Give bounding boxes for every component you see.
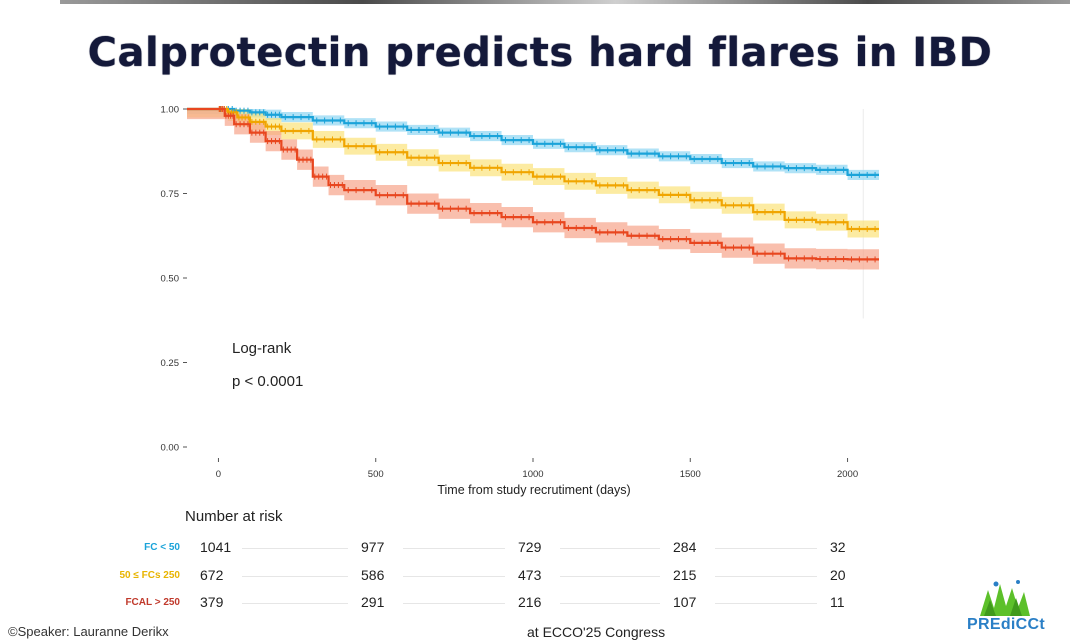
risk-table-heading: Number at risk [185, 508, 283, 525]
risk-connector [242, 603, 348, 604]
km-chart: Time from study recrutiment (days) Log-r… [161, 105, 879, 498]
chart-text-layer: Time from study recrutiment (days) Log-r… [161, 105, 859, 498]
risk-row: FC < 50 1041 977 729 284 32 [0, 539, 900, 559]
x-tick-label: 0 [216, 469, 221, 480]
risk-connector [403, 603, 505, 604]
speaker-credit: ©Speaker: Lauranne Derikx [8, 624, 169, 639]
axes-layer [183, 108, 864, 462]
x-axis-label: Time from study recrutiment (days) [437, 483, 630, 497]
risk-value: 107 [673, 594, 697, 610]
risk-value: 379 [200, 594, 224, 610]
survival-line-series-2 [187, 107, 879, 261]
risk-row-label: FCAL > 250 [125, 597, 180, 608]
censor-marks-series-2 [218, 106, 876, 263]
risk-value: 586 [361, 567, 385, 583]
x-tick-label: 1000 [522, 469, 543, 480]
risk-value: 215 [673, 567, 697, 583]
survival-line-series-1 [187, 107, 879, 231]
risk-value: 977 [361, 539, 385, 555]
predicct-logo: PREdiCCt [960, 578, 1052, 638]
ci-bands-layer [187, 109, 879, 270]
logo-grass-icon [980, 580, 1030, 616]
x-tick-label: 1500 [680, 469, 701, 480]
risk-row: FCAL > 250 379 291 216 107 11 [0, 594, 900, 614]
ci-band-series-2 [187, 109, 879, 270]
logrank-title: Log-rank [232, 340, 292, 357]
risk-value: 284 [673, 539, 697, 555]
logrank-pvalue: p < 0.0001 [232, 373, 303, 390]
survival-line-series-0 [187, 107, 879, 177]
risk-connector [242, 548, 348, 549]
y-tick-label: 0.00 [161, 443, 180, 454]
y-tick-label: 0.75 [161, 189, 180, 200]
y-tick-label: 0.50 [161, 274, 180, 285]
risk-connector [560, 576, 660, 577]
risk-connector [242, 576, 348, 577]
risk-row-label: FC < 50 [144, 542, 180, 553]
risk-row-label: 50 ≤ FCs 250 [119, 570, 180, 581]
risk-value: 1041 [200, 539, 232, 555]
page-title: Calprotectin predicts hard flares in IBD [87, 30, 993, 76]
risk-connector [560, 603, 660, 604]
risk-connector [403, 576, 505, 577]
logo-text: PREdiCCt [967, 616, 1045, 633]
risk-value: 291 [361, 594, 385, 610]
censor-marks-series-1 [219, 106, 876, 232]
risk-value: 729 [518, 539, 542, 555]
risk-connector [403, 548, 505, 549]
risk-value: 32 [830, 539, 846, 555]
risk-value: 11 [830, 594, 845, 610]
risk-value: 672 [200, 567, 224, 583]
congress-credit: at ECCO'25 Congress [527, 624, 666, 640]
risk-connector [715, 576, 817, 577]
y-tick-label: 1.00 [161, 105, 180, 116]
risk-connector [715, 603, 817, 604]
x-tick-label: 500 [368, 469, 384, 480]
y-tick-label: 0.25 [161, 358, 180, 369]
risk-connector [560, 548, 660, 549]
risk-connector [715, 548, 817, 549]
risk-row: 50 ≤ FCs 250 672 586 473 215 20 [0, 567, 900, 587]
x-tick-label: 2000 [837, 469, 858, 480]
survival-lines-layer [187, 106, 879, 263]
risk-value: 473 [518, 567, 542, 583]
risk-value: 20 [830, 567, 846, 583]
top-decor-bar [60, 0, 1070, 4]
risk-value: 216 [518, 594, 542, 610]
